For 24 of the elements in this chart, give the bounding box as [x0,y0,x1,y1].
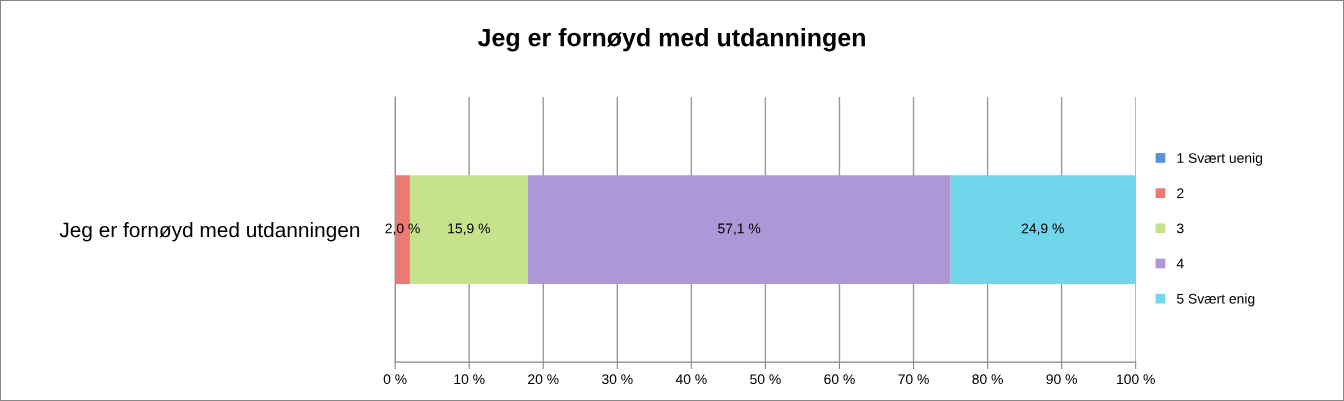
x-tick-label: 70 % [898,374,929,385]
legend-label: 1 Svært uenig [1177,152,1262,166]
data-label: 57,1 % [718,223,761,235]
legend-label: 5 Svært enig [1176,293,1255,307]
x-tick-label: 10 % [454,374,485,385]
data-label: 24,9 % [1021,223,1064,235]
chart-title: Jeg er fornøyd med utdanningen [477,28,865,52]
bar [527,175,951,284]
x-tick-label: 90 % [1046,374,1077,385]
data-label: 2,0 % [385,223,420,235]
bar [950,175,1135,284]
legend-label: 4 [1176,258,1184,269]
x-tick-label: 30 % [602,374,633,385]
legend-label: 2 [1177,188,1184,198]
data-label: 15,9 % [448,223,490,235]
legend-label: 3 [1176,223,1184,234]
bar [409,175,528,284]
x-tick-label: 80 % [972,374,1003,385]
x-tick-label: 0 % [383,374,407,385]
x-tick-label: 60 % [824,374,855,385]
x-tick-label: 20 % [528,374,559,385]
x-tick-label: 100 % [1117,374,1155,385]
x-tick-label: 40 % [675,374,707,385]
x-tick-label: 50 % [750,374,781,385]
